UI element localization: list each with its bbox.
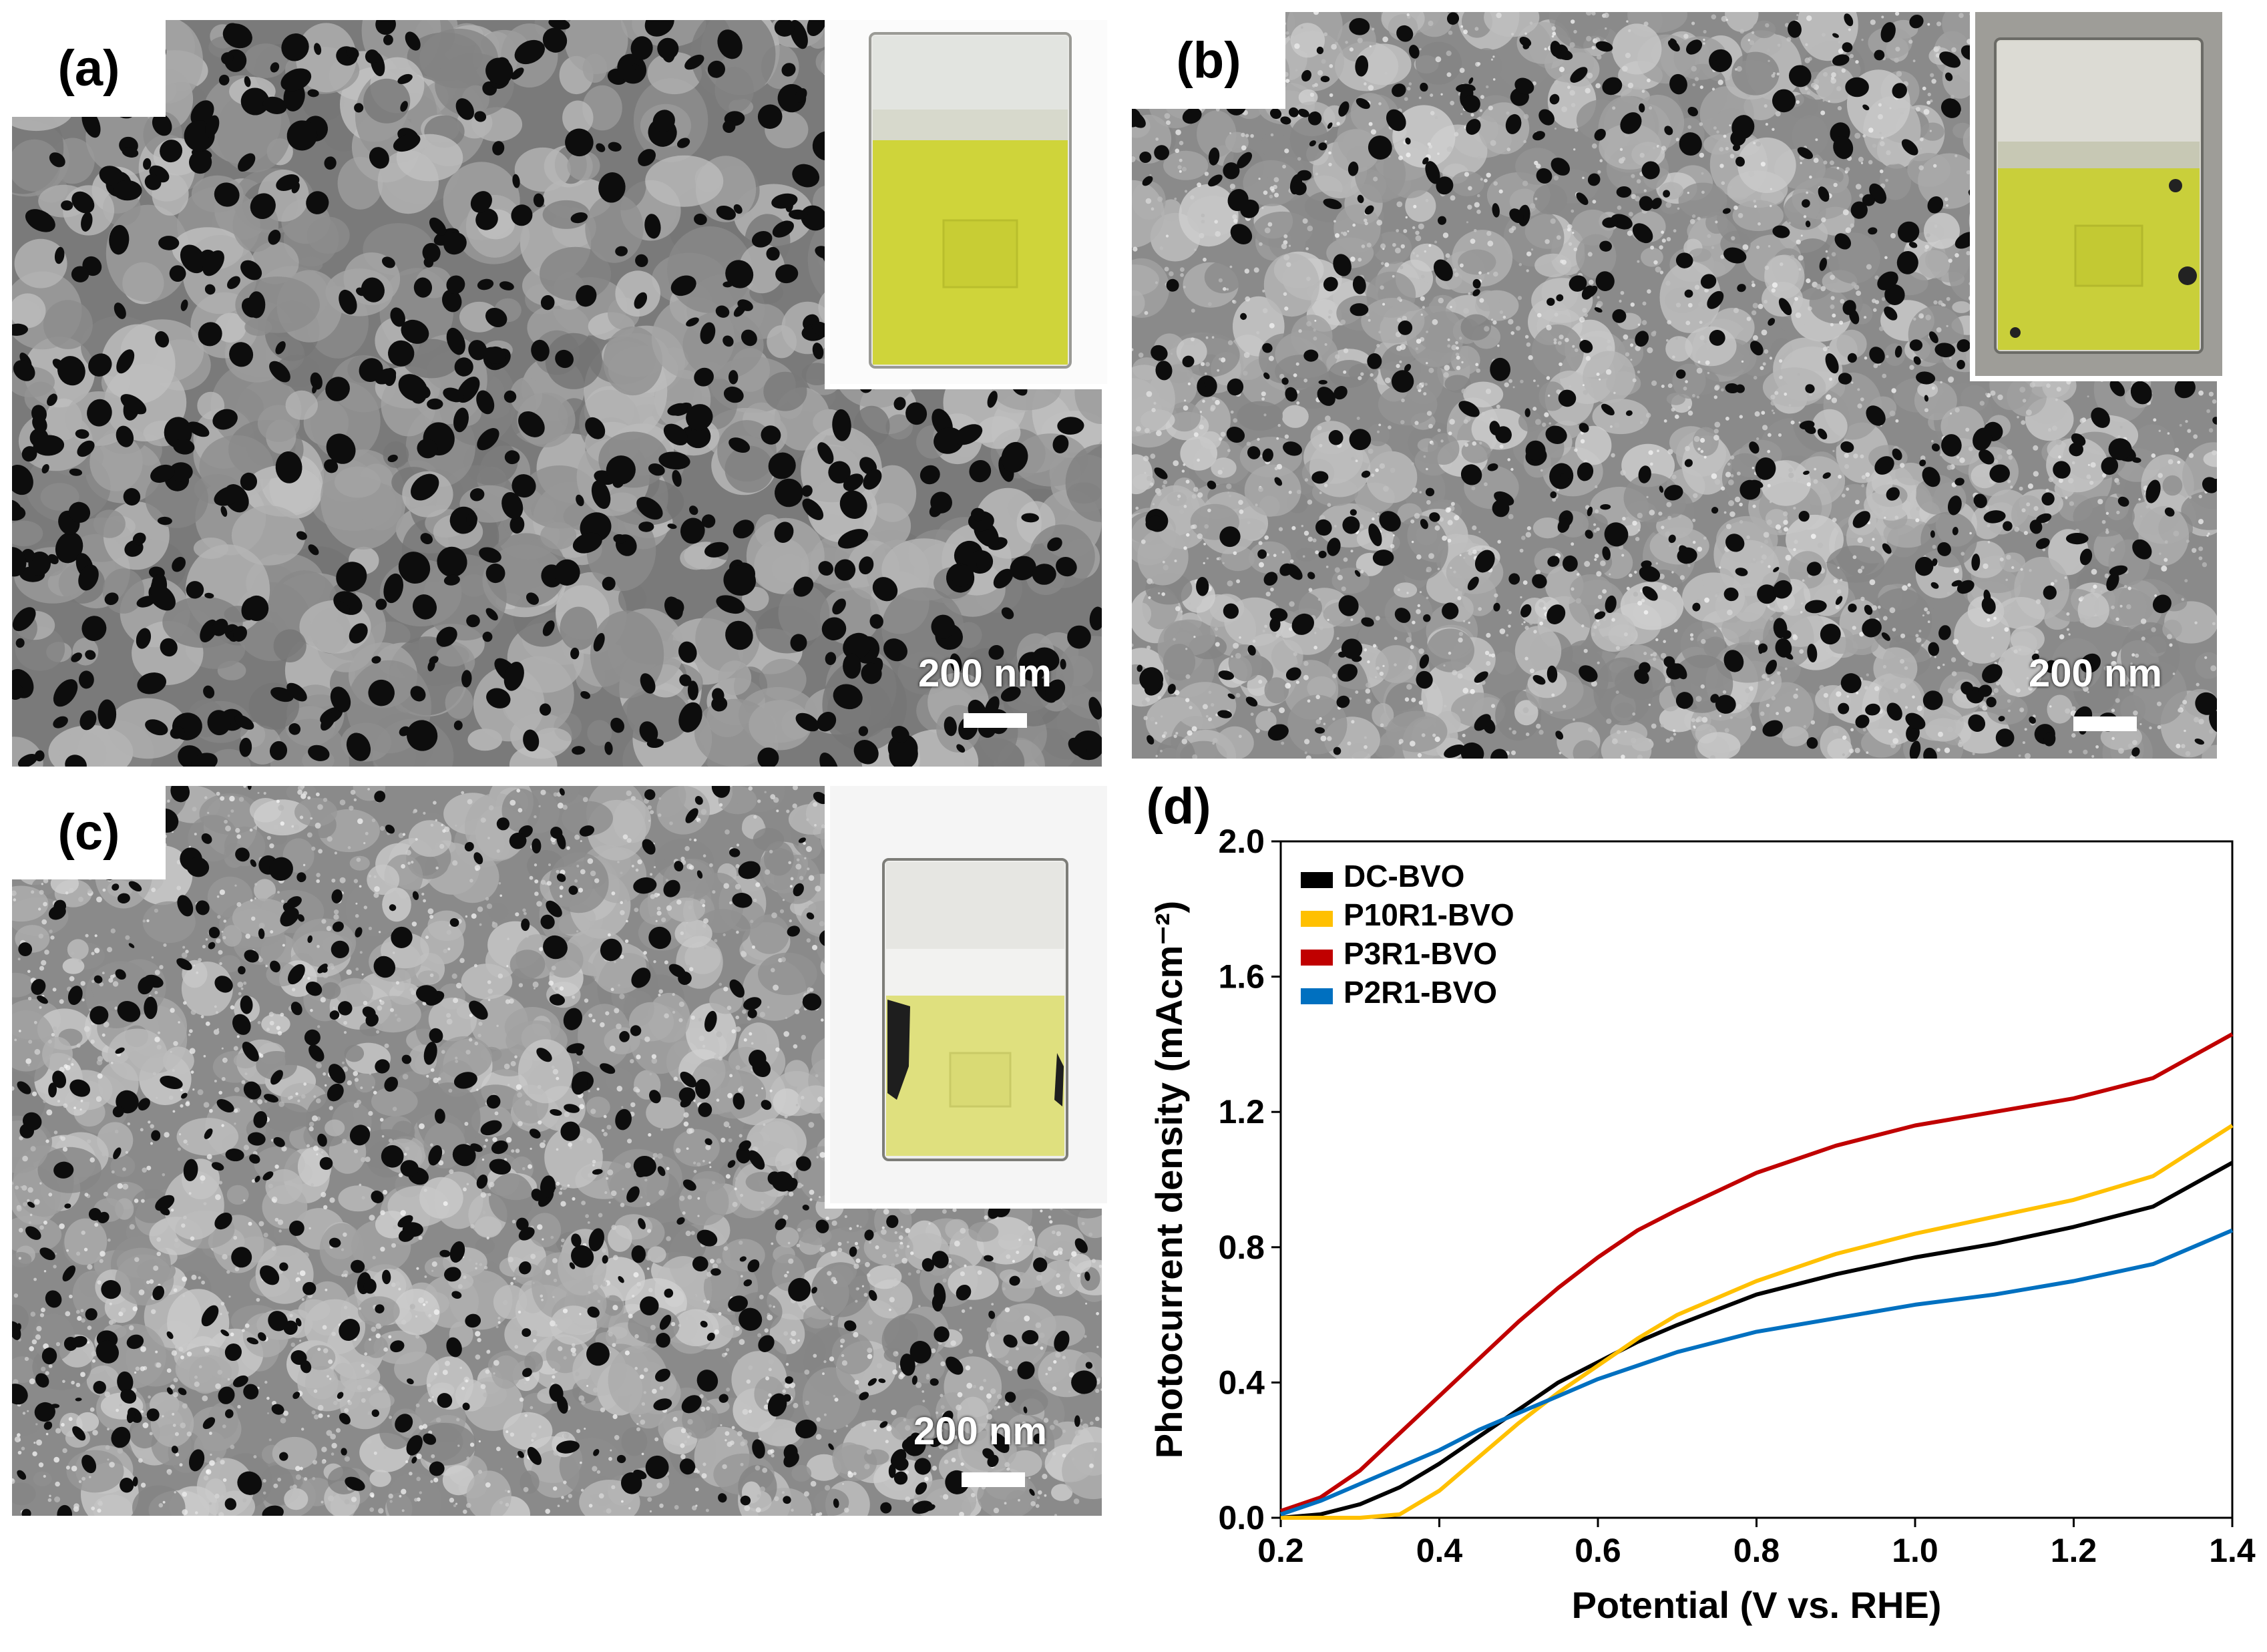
x-tick-label: 0.8 [1733, 1532, 1780, 1569]
y-tick-label: 2.0 [1218, 823, 1265, 860]
legend-swatch [1301, 872, 1333, 888]
legend-swatch [1301, 988, 1333, 1004]
x-tick-label: 1.0 [1892, 1532, 1938, 1569]
panel-label-a: (a) [12, 20, 166, 117]
sem-texture-c [12, 786, 1102, 1516]
chart-legend: DC-BVO P10R1-BVO P3R1-BVO P2R1-BVO [1301, 859, 1514, 1010]
scale-label-a: 200 nm [918, 652, 1052, 695]
panel-label-c: (c) [12, 786, 166, 879]
panel-label-d: (d) [1146, 777, 1211, 835]
plot-frame [1279, 840, 2234, 1519]
inset-photo-a [825, 20, 1107, 389]
scale-label-b: 200 nm [2029, 652, 2162, 695]
scale-bar-c [962, 1472, 1025, 1487]
legend-swatch [1301, 911, 1333, 927]
inset-photo-c [825, 786, 1107, 1209]
series-line-p10r1-bvo [1281, 1123, 2234, 1520]
scale-label-c: 200 nm [913, 1410, 1047, 1453]
y-tick-label: 0.8 [1218, 1229, 1265, 1266]
sem-grains [12, 786, 1102, 1516]
x-axis-title: Potential (V vs. RHE) [1572, 1584, 1942, 1626]
legend-label: P2R1-BVO [1344, 975, 1497, 1010]
series-line-p3r1-bvo [1280, 1032, 2234, 1513]
x-tick-label: 0.2 [1257, 1532, 1304, 1569]
sample-photo-b [1994, 37, 2204, 354]
inset-photo-b [1970, 12, 2222, 381]
x-tick-label: 0.4 [1416, 1532, 1463, 1569]
panel-label-b: (b) [1132, 12, 1285, 109]
scale-bar-b [2073, 716, 2137, 731]
legend-label: DC-BVO [1344, 859, 1464, 893]
sample-photo-c [882, 858, 1068, 1161]
legend-swatch [1301, 950, 1333, 966]
scale-bar-a [964, 713, 1027, 728]
y-axis-title: Photocurrent density (mAcm⁻²) [1148, 901, 1190, 1458]
y-tick-label: 1.2 [1218, 1093, 1265, 1130]
series-line-p2r1-bvo [1280, 1228, 2234, 1516]
x-tick-label: 0.6 [1575, 1532, 1621, 1569]
legend-label: P10R1-BVO [1344, 897, 1514, 932]
legend-label: P3R1-BVO [1344, 936, 1497, 971]
y-tick-label: 1.6 [1218, 958, 1265, 996]
y-tick-label: 0.0 [1218, 1499, 1265, 1536]
x-tick-label: 1.2 [2051, 1532, 2097, 1569]
photocurrent-chart: 0.2 0.4 0.6 0.8 1.0 1.2 1.4 0.0 0.4 0.8 1.2 1.6 2.0 P… [1148, 823, 2256, 1626]
x-tick-label: 1.4 [2209, 1532, 2256, 1569]
y-tick-label: 0.4 [1218, 1364, 1265, 1401]
sample-photo-a [869, 32, 1072, 369]
